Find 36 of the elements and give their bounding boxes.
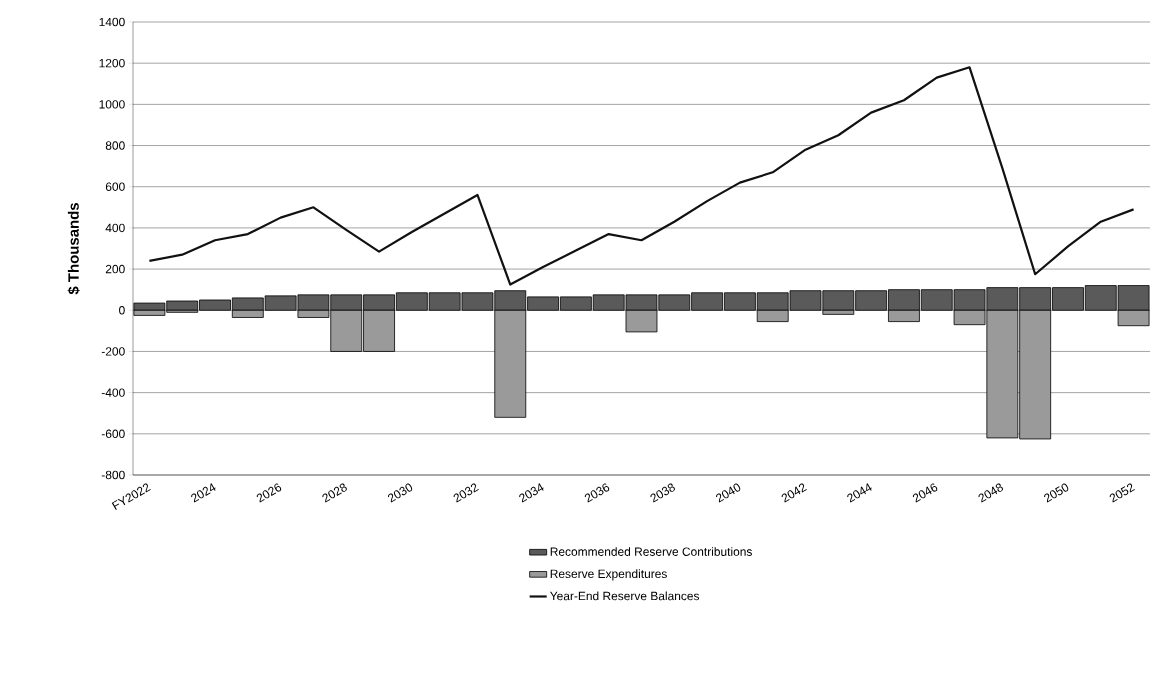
bar: [330, 309, 363, 352]
y-axis-title: $ Thousands: [67, 203, 80, 295]
x-tick-label: 2048: [978, 483, 1003, 503]
y-tick-label: 800: [105, 141, 125, 150]
y-tick-label: -600: [101, 429, 125, 439]
y-tick-label: 1400: [99, 17, 125, 27]
y-tick-label: 400: [105, 223, 125, 233]
x-tick-label: 2050: [1044, 483, 1069, 503]
bar: [986, 309, 1019, 439]
bar: [1019, 309, 1052, 440]
x-tick-label: 2040: [716, 483, 741, 503]
y-tick-label: -200: [101, 347, 125, 356]
y-tick-label: 200: [105, 264, 125, 274]
legend-label: Year-End Reserve Balances: [550, 591, 700, 601]
legend-label: Recommended Reserve Contributions: [550, 547, 752, 556]
y-tick-label: 0: [119, 306, 125, 315]
x-tick-label: 2038: [650, 483, 675, 503]
y-tick-label: 1000: [99, 100, 125, 109]
bar: [363, 309, 395, 352]
x-tick-label: 2044: [847, 483, 872, 503]
y-tick-label: -400: [101, 388, 125, 397]
x-tick-label: 2052: [1109, 483, 1135, 503]
x-tick-label: 2026: [256, 483, 282, 503]
legend-label: Reserve Expenditures: [550, 569, 667, 581]
y-tick-label: 1200: [99, 58, 125, 68]
x-tick-label: 2046: [912, 483, 938, 503]
bar: [494, 309, 527, 418]
x-tick-label: 2024: [191, 483, 216, 503]
x-tick-label: 2032: [453, 483, 479, 503]
x-tick-label: 2034: [519, 483, 544, 503]
x-tick-label: 2028: [322, 483, 347, 503]
x-tick-label: 2030: [387, 483, 413, 503]
x-tick-label: 2042: [781, 483, 807, 503]
x-tick-label: 2036: [584, 483, 610, 503]
y-tick-label: -800: [101, 470, 125, 480]
y-tick-label: 600: [105, 182, 125, 191]
